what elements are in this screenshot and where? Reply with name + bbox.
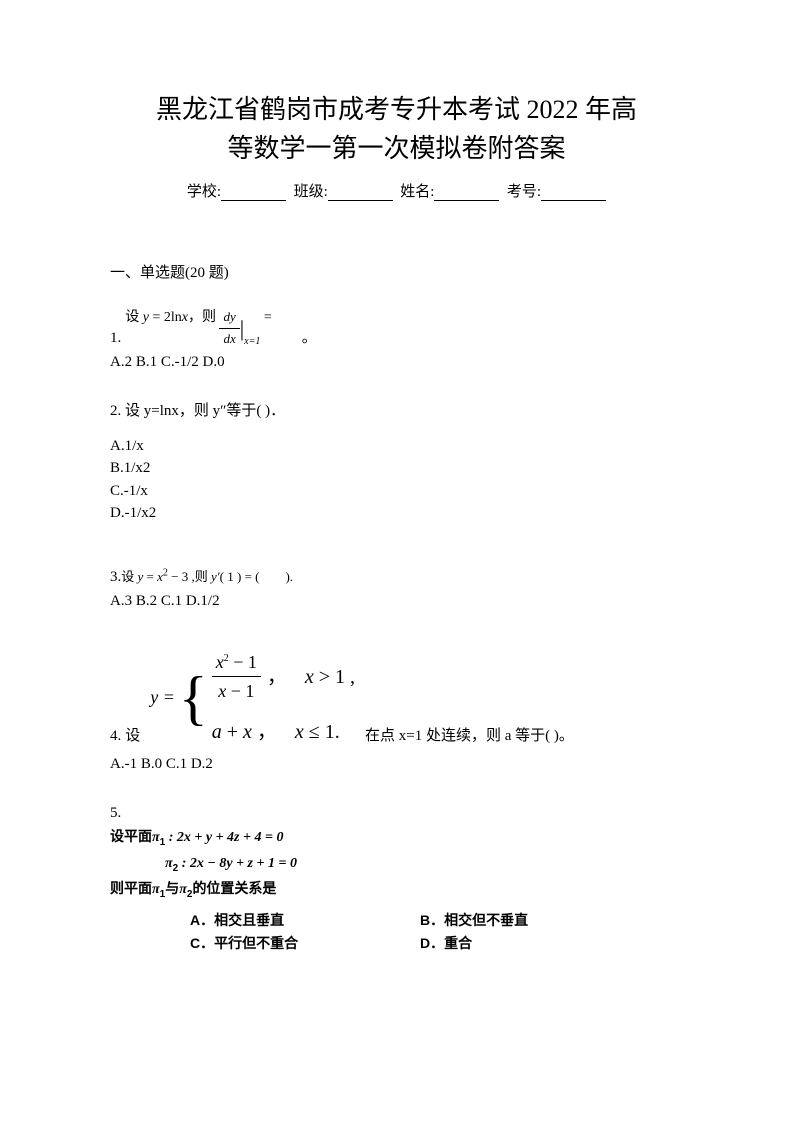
q5-opts-row2: C．平行但不重合 D．重合 <box>190 932 683 956</box>
q5-pi1b: π <box>152 882 160 897</box>
q4-ft-x: x <box>216 652 224 672</box>
q3-num: 3. <box>110 569 121 585</box>
document-title: 黑龙江省鹤岗市成考专升本考试 2022 年高 等数学一第一次模拟卷附答案 <box>110 90 683 168</box>
q5-opts-row1: A．相交且垂直 B．相交但不垂直 <box>190 909 683 933</box>
question-2: 2. 设 y=lnx，则 y″等于( )． A.1/x B.1/x2 C.-1/… <box>110 399 683 525</box>
q1-stem: 1. 设 y = 2lnx，则 dy dx | x=1 = 。 <box>110 307 683 350</box>
q4-cond2: x ≤ 1. <box>295 716 340 748</box>
q5-opt-b: B．相交但不垂直 <box>420 909 650 933</box>
q1-mid: ，则 <box>188 310 216 325</box>
q4-brace-container: y = { x2 − 1 x − 1 ， x > 1 , a + x ， x ≤… <box>150 648 355 749</box>
q4-x2: x <box>243 721 252 743</box>
q4-c1r: > 1 , <box>314 666 355 688</box>
q4-frac: x2 − 1 x − 1 <box>212 648 261 707</box>
q5-line1: 设平面π1 : 2x + y + 4z + 4 = 0 <box>110 825 683 851</box>
q3-eq: = <box>143 569 157 584</box>
q3-stem: 3.设 y = x2 − 3 ,则 y′( 1 ) = ( ). <box>110 565 683 589</box>
q5-l3-mid: 与 <box>165 880 179 896</box>
section-1-header: 一、单选题(20 题) <box>110 261 683 282</box>
q1-frac-top: dy <box>219 307 239 329</box>
q4-row2: a + x ， x ≤ 1. <box>212 716 355 748</box>
q1-suffix: 。 <box>302 326 317 350</box>
q4-number: 4. <box>110 724 121 748</box>
title-line-1: 黑龙江省鹤岗市成考专升本考试 2022 年高 <box>110 90 683 129</box>
q4-fb-r: − 1 <box>226 681 254 701</box>
q1-frac-bot: dx <box>219 329 239 350</box>
q5-l3-suf: 的位置关系是 <box>192 880 276 896</box>
question-5: 5. 设平面π1 : 2x + y + 4z + 4 = 0 π2 : 2x −… <box>110 801 683 956</box>
q3-t1: 设 <box>121 569 137 584</box>
name-blank <box>434 185 499 201</box>
q5-line2: π2 : 2x − 8y + z + 1 = 0 <box>110 851 683 877</box>
class-blank <box>328 185 393 201</box>
q3-yp: y′ <box>211 569 220 584</box>
q4-frac-top: x2 − 1 <box>212 648 261 678</box>
q4-a: a <box>212 721 222 743</box>
school-label: 学校: <box>187 184 221 200</box>
q3-paren: ( 1 ) = ( ). <box>220 569 293 584</box>
q2-opt-c: C.-1/x <box>110 480 683 503</box>
q5-pi1: π <box>152 830 160 845</box>
q4-options: A.-1 B.0 C.1 D.2 <box>110 752 683 776</box>
q2-options: A.1/x B.1/x2 C.-1/x D.-1/x2 <box>110 435 683 525</box>
q5-pi2b: π <box>179 882 187 897</box>
q1-fraction: dy dx | x=1 <box>219 307 260 350</box>
q5-number: 5. <box>110 801 683 825</box>
q1-frac: dy dx <box>219 307 239 350</box>
q4-c2x: x <box>295 721 304 743</box>
q2-opt-b: B.1/x2 <box>110 457 683 480</box>
number-blank <box>541 185 606 201</box>
q1-number: 1. <box>110 326 121 350</box>
q5-options: A．相交且垂直 B．相交但不垂直 C．平行但不重合 D．重合 <box>110 909 683 957</box>
q4-rows: x2 − 1 x − 1 ， x > 1 , a + x ， x ≤ 1. <box>212 648 355 749</box>
q4-stem: 4. 设 y = { x2 − 1 x − 1 ， x > 1 , a <box>110 648 683 749</box>
q4-c2r: ≤ 1. <box>304 721 340 743</box>
q4-suffix: 在点 x=1 处连续，则 a 等于( )。 <box>365 724 574 748</box>
q4-r2r: ， <box>252 721 277 743</box>
q4-prefix: 设 <box>125 724 140 748</box>
q1-options: A.2 B.1 C.-1/2 D.0 <box>110 350 683 374</box>
q5-planes: 设平面π1 : 2x + y + 4z + 4 = 0 π2 : 2x − 8y… <box>110 825 683 902</box>
q4-comma1: ， <box>267 661 287 693</box>
title-line-2: 等数学一第一次模拟卷附答案 <box>110 129 683 168</box>
q1-sub: x=1 <box>244 334 260 350</box>
question-4: 4. 设 y = { x2 − 1 x − 1 ， x > 1 , a <box>110 648 683 777</box>
q5-eq2: : 2x − 8y + z + 1 = 0 <box>178 856 297 871</box>
q4-ax: a + x ， <box>212 716 295 748</box>
q1-equals: = <box>264 310 272 325</box>
q4-piecewise: y = { x2 − 1 x − 1 ， x > 1 , a + x ， x ≤… <box>150 648 355 749</box>
q4-ft-r: − 1 <box>229 652 257 672</box>
q2-opt-a: A.1/x <box>110 435 683 458</box>
question-3: 3.设 y = x2 − 3 ,则 y′( 1 ) = ( ). A.3 B.2… <box>110 565 683 613</box>
q1-prefix: 设 <box>125 310 143 325</box>
q1-eq: = 2ln <box>149 310 182 325</box>
q5-l1-pre: 设平面 <box>110 828 152 844</box>
school-blank <box>221 185 286 201</box>
q3-options: A.3 B.2 C.1 D.1/2 <box>110 589 683 613</box>
q2-opt-d: D.-1/x2 <box>110 502 683 525</box>
question-1: 1. 设 y = 2lnx，则 dy dx | x=1 = 。 A.2 B.1 … <box>110 307 683 374</box>
q4-frac-bot: x − 1 <box>214 677 258 706</box>
student-info-line: 学校: 班级: 姓名: 考号: <box>110 180 683 201</box>
q5-opt-d: D．重合 <box>420 932 650 956</box>
q2-stem: 2. 设 y=lnx，则 y″等于( )． <box>110 399 683 423</box>
q3-minus: − 3 , <box>168 569 195 584</box>
q4-row1: x2 − 1 x − 1 ， x > 1 , <box>212 648 355 707</box>
q5-opt-a: A．相交且垂直 <box>190 909 420 933</box>
number-label: 考号: <box>507 184 541 200</box>
class-label: 班级: <box>294 184 328 200</box>
q5-line3: 则平面π1与π2的位置关系是 <box>110 877 683 903</box>
q5-pi2: π <box>165 856 173 871</box>
q4-brace: { <box>179 674 208 722</box>
q3-t2: 则 <box>195 569 211 584</box>
q5-eq1: : 2x + y + 4z + 4 = 0 <box>165 830 283 845</box>
q4-cond1: x > 1 , <box>305 661 355 693</box>
q4-yeq: y = <box>150 683 175 712</box>
q4-c1x: x <box>305 666 314 688</box>
q5-l3-pre: 则平面 <box>110 880 152 896</box>
name-label: 姓名: <box>400 184 434 200</box>
q4-plus: + <box>222 721 243 743</box>
q5-opt-c: C．平行但不重合 <box>190 932 420 956</box>
q1-math: 设 y = 2lnx，则 dy dx | x=1 = <box>125 307 272 350</box>
